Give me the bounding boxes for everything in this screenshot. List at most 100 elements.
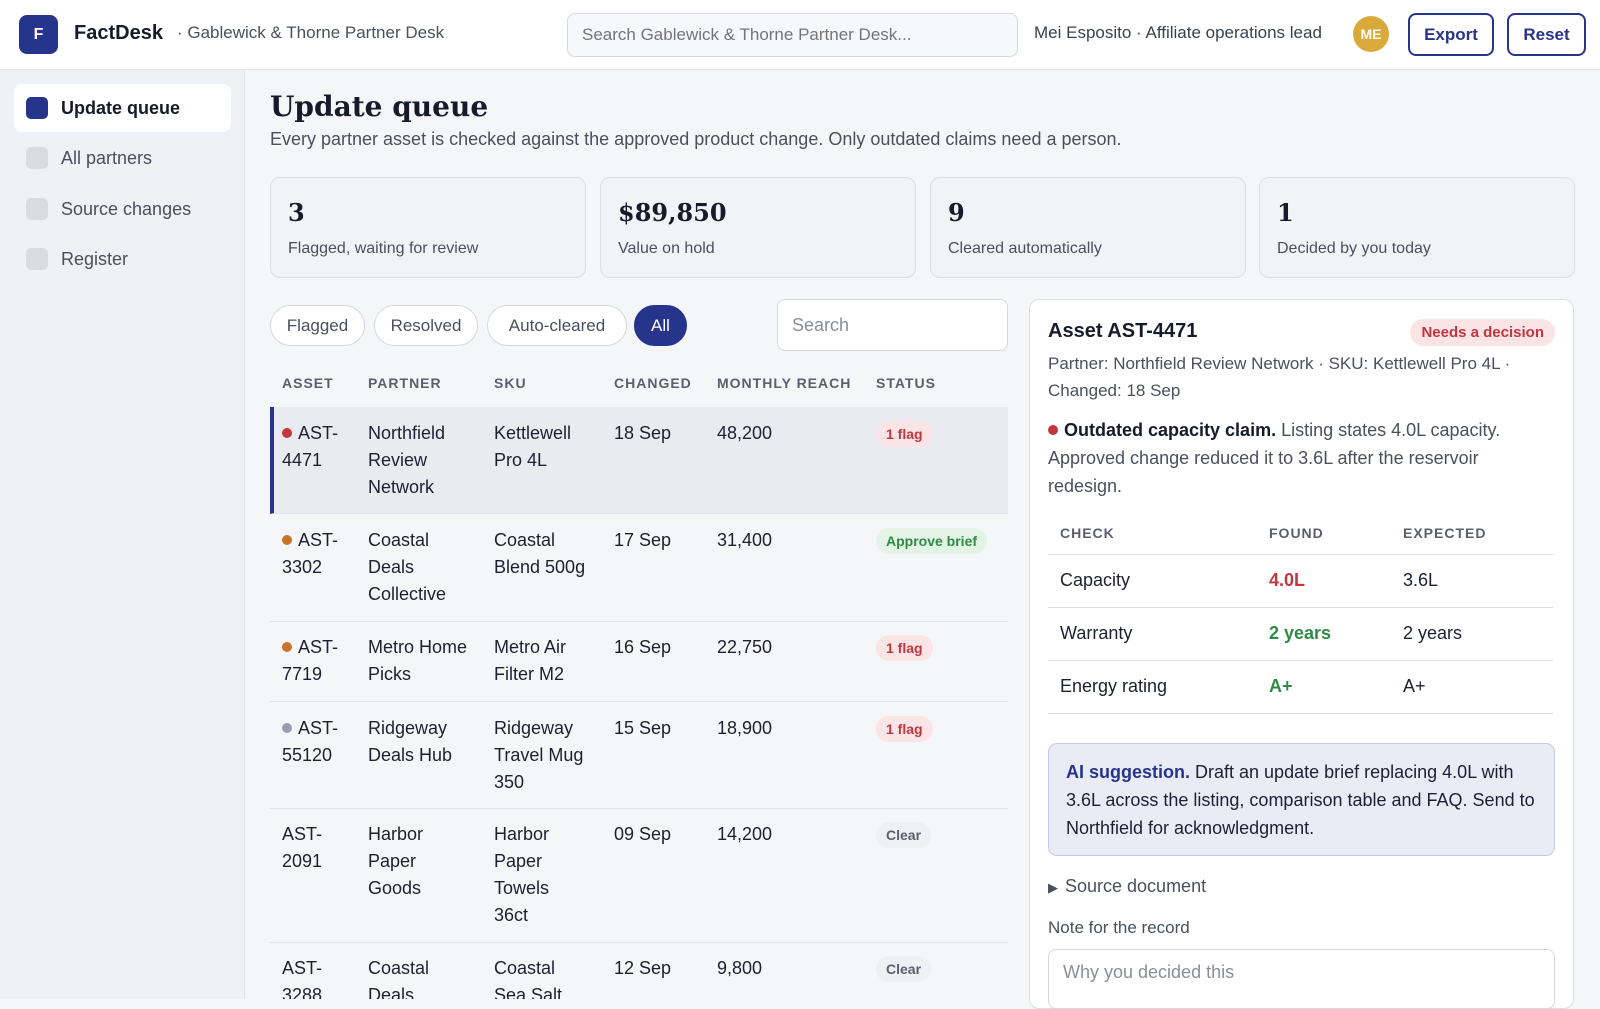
check-name: Warranty xyxy=(1060,623,1133,643)
changed-cell: 17 Sep xyxy=(614,530,672,550)
app-logo[interactable]: F xyxy=(19,15,58,54)
list-search-input[interactable] xyxy=(777,299,1008,351)
check-expected: A+ xyxy=(1403,676,1426,696)
check-table-header: CHECK FOUND EXPECTED xyxy=(1048,525,1553,555)
filter-chip-resolved[interactable]: Resolved xyxy=(374,305,478,346)
column-header-check: CHECK xyxy=(1060,525,1115,541)
ai-suggestion-text: Draft an update brief replacing 4.0L wit… xyxy=(1066,762,1535,838)
register-icon xyxy=(26,248,48,270)
export-button[interactable]: Export xyxy=(1408,13,1494,56)
user-name: Mei Esposito · Affiliate operations lead xyxy=(1034,23,1322,42)
claim-summary: Outdated capacity claim. Listing states … xyxy=(1048,416,1553,500)
sku-cell: Ridgeway Travel Mug 350 xyxy=(494,718,584,792)
partner-cell: Metro Home Picks xyxy=(368,637,468,684)
ai-suggestion: AI suggestion. Draft an update brief rep… xyxy=(1048,743,1555,856)
global-search-input[interactable] xyxy=(567,13,1018,57)
reach-cell: 48,200 xyxy=(717,423,773,443)
stat-value: 9 xyxy=(948,198,965,227)
sidebar-item-source-changes[interactable]: Source changes xyxy=(14,185,231,233)
asset-id-cell: AST-4471 xyxy=(282,420,352,474)
ai-suggestion-title: AI suggestion. xyxy=(1066,762,1191,782)
reach-cell: 31,400 xyxy=(717,530,773,550)
stat-value: 3 xyxy=(288,198,305,227)
triangle-right-icon: ▶ xyxy=(1048,880,1058,895)
flag-dot xyxy=(1048,425,1058,435)
detail-meta: Partner: Northfield Review Network · SKU… xyxy=(1048,354,1511,400)
status-dot xyxy=(282,642,292,652)
workspace-name: · Gablewick & Thorne Partner Desk xyxy=(177,23,445,42)
sidebar-item-update-queue[interactable]: Update queue xyxy=(14,84,231,132)
asset-id-cell: AST-3288 xyxy=(282,958,323,999)
partner-cell: Northfield Review Network xyxy=(368,423,446,497)
stat-value: 1 xyxy=(1277,198,1294,227)
status-badge: Clear xyxy=(876,822,932,848)
sku-cell: Coastal Sea Salt xyxy=(494,958,563,999)
status-badge: 1 flag xyxy=(876,421,933,447)
column-header-status[interactable]: STATUS xyxy=(876,375,936,391)
update-queue-icon xyxy=(26,97,48,119)
sku-cell: Coastal Blend 500g xyxy=(494,530,586,577)
sku-cell: Metro Air Filter M2 xyxy=(494,637,567,684)
column-header-asset[interactable]: ASSET xyxy=(282,375,334,391)
source-changes-icon xyxy=(26,198,48,220)
note-label: Note for the record xyxy=(1048,918,1190,937)
table-row[interactable]: AST-3288 Coastal Deals Coastal Sea Salt … xyxy=(270,943,1008,999)
table-row[interactable]: AST-55120 Ridgeway Deals Hub Ridgeway Tr… xyxy=(270,702,1008,809)
column-header-sku[interactable]: SKU xyxy=(494,375,527,391)
page-subtitle: Every partner asset is checked against t… xyxy=(270,129,1122,149)
status-badge: 1 flag xyxy=(876,635,933,661)
stat-label: Decided by you today xyxy=(1277,240,1431,257)
stat-card-cleared: 9 Cleared automatically xyxy=(930,177,1246,278)
check-found: 2 years xyxy=(1269,623,1332,643)
all-partners-icon xyxy=(26,147,48,169)
check-name: Capacity xyxy=(1060,570,1131,590)
stat-value: $89,850 xyxy=(618,198,727,227)
column-header-changed[interactable]: CHANGED xyxy=(614,375,692,391)
filter-chip-auto-cleared[interactable]: Auto-cleared xyxy=(487,305,627,346)
check-found: A+ xyxy=(1269,676,1293,696)
check-expected: 2 years xyxy=(1403,623,1463,643)
column-header-monthly-reach[interactable]: MONTHLY REACH xyxy=(717,375,852,391)
changed-cell: 09 Sep xyxy=(614,824,672,844)
check-name: Energy rating xyxy=(1060,676,1168,696)
status-dot xyxy=(282,723,292,733)
stat-card-decided: 1 Decided by you today xyxy=(1259,177,1575,278)
note-textarea[interactable] xyxy=(1048,949,1555,1009)
stat-card-value-on-hold: $89,850 Value on hold xyxy=(600,177,916,278)
asset-id: AST-3302 xyxy=(282,530,339,577)
column-header-found: FOUND xyxy=(1269,525,1324,541)
sidebar-item-label: Update queue xyxy=(61,97,181,118)
reset-button[interactable]: Reset xyxy=(1507,13,1586,56)
partner-cell: Coastal Deals xyxy=(368,958,430,999)
changed-cell: 16 Sep xyxy=(614,637,672,657)
check-row: Warranty 2 years 2 years xyxy=(1048,608,1553,661)
status-badge: Needs a decision xyxy=(1410,319,1555,346)
asset-id-cell: AST-55120 xyxy=(282,715,352,769)
stat-label: Value on hold xyxy=(618,240,715,257)
table-row[interactable]: AST-2091 Harbor Paper Goods Harbor Paper… xyxy=(270,809,1008,943)
table-row[interactable]: AST-3302 Coastal Deals Collective Coasta… xyxy=(270,514,1008,622)
asset-id-cell: AST-3302 xyxy=(282,527,352,581)
stat-label: Cleared automatically xyxy=(948,240,1102,257)
avatar[interactable]: ME xyxy=(1353,16,1389,52)
table-row[interactable]: AST-4471 Northfield Review Network Kettl… xyxy=(270,407,1008,514)
source-document-label: Source document xyxy=(1065,876,1207,896)
changed-cell: 18 Sep xyxy=(614,423,672,443)
column-header-expected: EXPECTED xyxy=(1403,525,1487,541)
sidebar-item-label: All partners xyxy=(61,147,153,168)
reach-cell: 9,800 xyxy=(717,958,763,978)
column-header-partner[interactable]: PARTNER xyxy=(368,375,442,391)
partner-cell: Ridgeway Deals Hub xyxy=(368,718,453,765)
filter-chip-all[interactable]: All xyxy=(634,305,687,346)
sidebar-item-all-partners[interactable]: All partners xyxy=(14,134,231,182)
reach-cell: 18,900 xyxy=(717,718,773,738)
sidebar-item-register[interactable]: Register xyxy=(14,235,231,283)
sidebar: Update queue All partners Source changes… xyxy=(0,70,245,999)
check-row: Capacity 4.0L 3.6L xyxy=(1048,555,1553,608)
asset-id: AST-55120 xyxy=(282,718,339,765)
sidebar-item-label: Source changes xyxy=(61,198,192,219)
table-row[interactable]: AST-7719 Metro Home Picks Metro Air Filt… xyxy=(270,622,1008,702)
source-document-toggle[interactable]: ▶ Source document xyxy=(1048,876,1206,897)
filter-chip-flagged[interactable]: Flagged xyxy=(270,305,365,346)
status-dot xyxy=(282,535,292,545)
